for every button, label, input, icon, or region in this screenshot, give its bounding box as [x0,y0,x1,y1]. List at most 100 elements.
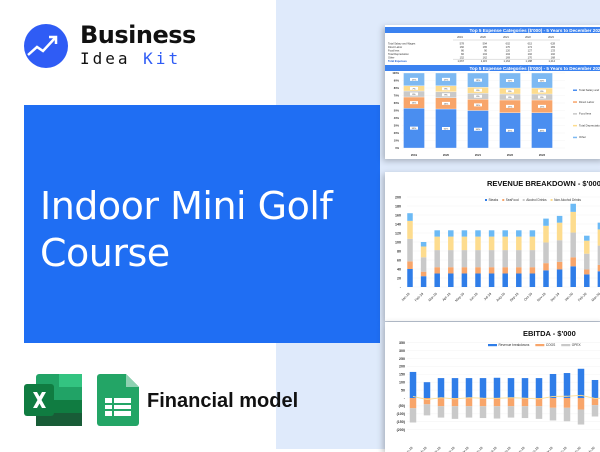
bar-segment [521,398,529,407]
bar-segment [409,398,417,409]
y-tick-label: 0% [395,146,399,150]
bar-segment [529,236,536,251]
data-label-box [506,95,514,99]
bar-segment [488,230,495,237]
bar-segment [521,378,529,398]
table-cell: 183 [551,45,556,49]
table-cell: 1,188 [526,59,533,63]
table-column-header: 2023 [548,35,554,39]
financial-model-label: Financial model [147,390,299,412]
google-sheets-icon [97,374,139,426]
y-tick-label: 180 [395,204,401,208]
bar-segment [507,406,515,418]
table-cell: 120 [506,49,511,53]
bar-segment [420,276,427,287]
y-tick-label: 60 [397,258,401,262]
bar-segment [479,406,487,419]
table-cell: 174 [528,45,533,49]
data-label-box [442,101,450,105]
bar-segment [563,407,571,422]
brand-name: Business [80,21,196,49]
data-label: 8% [540,91,543,93]
data-label-box [506,104,514,108]
y-tick-label: 90% [394,79,400,83]
y-tick-label: 70% [394,94,400,98]
bar-segment [502,273,508,287]
bar-segment [502,267,508,274]
bar-segment [563,373,571,398]
bar-segment [535,378,543,398]
data-label-box [538,79,546,82]
bar-segment [493,377,501,398]
x-tick-label: Jun-19 [469,292,479,302]
table-cell: 82 [461,52,464,56]
legend-swatch [573,136,577,139]
bar-segment [516,236,522,251]
x-tick-label: Dec-19 [550,292,561,303]
excel-icon [24,374,82,426]
bar-segment [407,269,413,287]
bar-segment [448,236,454,251]
bar-segment [437,406,445,418]
bar-segment [543,270,549,287]
x-tick-label: Sep-19 [509,292,520,303]
legend-swatch [550,199,553,201]
bar-segment [451,406,459,419]
bar-segment [556,222,563,241]
bar-segment [597,222,600,230]
bar-segment [591,405,599,417]
data-label-box [538,95,546,99]
bar-segment [577,409,585,425]
y-tick-label: 30% [394,124,400,128]
y-tick-label: - [400,285,402,289]
brand-kit: Kit [143,49,182,68]
y-tick-label: 100 [395,240,401,244]
bar-segment [516,230,522,237]
y-tick-label: 160 [395,213,401,217]
ebitda-line [412,394,600,401]
data-label: 7% [412,88,415,90]
table-cell: 160 [460,45,465,49]
table-column-header: 2019 [457,35,463,39]
bar-segment [407,213,413,221]
data-label: 17% [508,106,512,108]
y-tick-label: (200) [397,428,406,432]
x-tick-label: Apr-19 [441,292,451,302]
bar-segment [502,250,508,268]
legend-label: OPEX [572,343,582,347]
legend-label: Steaks [489,198,499,202]
data-label-box [442,93,450,97]
y-tick-label: 50% [394,109,400,113]
y-tick-label: 80 [397,249,401,253]
bar-segment [475,267,481,274]
bar-segment [493,406,501,419]
data-label: 53% [412,128,416,130]
brand-idea: Idea [80,49,144,68]
bar-segment [451,378,459,398]
data-label: 17% [444,79,448,81]
bar-segment [475,230,481,237]
legend-swatch [573,89,577,91]
x-tick-label: Mar-20 [591,292,600,303]
bar-segment [556,269,563,287]
table-cell: 168 [551,56,556,60]
chart-title: REVENUE BREAKDOWN - $'000 [487,179,600,188]
bar-segment [488,267,495,274]
x-tick-label: Nov-19 [536,292,547,303]
bar-segment [437,378,445,398]
table-row-label: Total Salary and Wages [388,42,416,46]
bar-segment [420,242,427,247]
bar-segment [420,246,427,258]
table-row-label: Direct Labor [388,45,402,49]
bar-segment [516,250,522,268]
table-cell: 152 [460,56,465,60]
table-row-label: Total Depreciation [388,52,409,56]
bar-segment [556,261,563,270]
data-label: 19% [476,80,480,82]
brand-subtitle: Idea Kit [80,50,181,67]
bar-segment [475,273,481,287]
legend-swatch [573,113,577,115]
bar-segment [479,378,487,398]
y-tick-label: 40 [397,267,401,271]
data-label: 15% [444,103,448,105]
